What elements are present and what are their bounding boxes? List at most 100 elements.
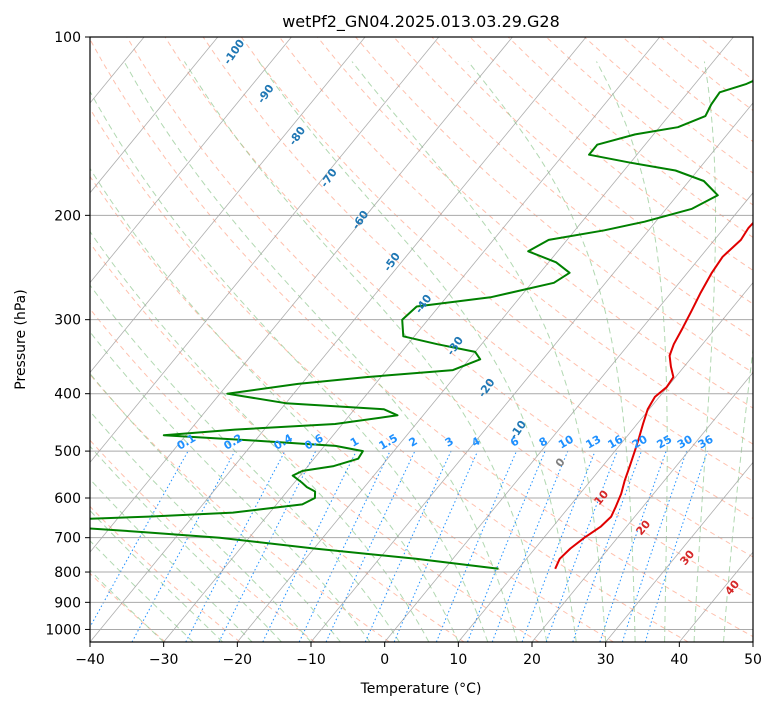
mixing-ratio-line: [364, 450, 452, 642]
moist-adiabat-label: 0: [553, 455, 568, 469]
moist-adiabat: [467, 61, 636, 642]
mixing-ratio-label: 36: [696, 432, 716, 451]
moist-adiabat: [90, 90, 489, 642]
mixing-ratio-label: 16: [606, 432, 626, 451]
x-tick-label: 0: [380, 652, 389, 668]
x-tick-label: 20: [523, 652, 541, 668]
dry-adiabat: [90, 572, 166, 642]
x-tick-label: 10: [449, 652, 467, 668]
dry-adiabat: [431, 37, 753, 305]
mixing-ratio-label: 8: [537, 435, 550, 450]
y-tick-label: 1000: [45, 622, 81, 638]
mixing-ratio-line: [572, 450, 642, 642]
moist-adiabat: [90, 372, 341, 642]
isotherm: [90, 37, 219, 194]
y-tick-label: 900: [54, 595, 81, 611]
dry-adiabat-label: -60: [349, 208, 371, 232]
mixing-ratio-line: [393, 450, 479, 642]
dry-adiabat: [90, 107, 689, 642]
dry-adiabat: [90, 373, 390, 642]
x-tick-label: −30: [149, 652, 179, 668]
moist-adiabat-label: 10: [591, 487, 611, 507]
x-tick-label: −40: [75, 652, 105, 668]
moist-adiabat: [90, 410, 312, 642]
mixing-ratio-label: 2: [407, 435, 420, 450]
mixing-ratio-label: 3: [443, 435, 456, 450]
mixing-ratio-line: [521, 450, 596, 642]
mixing-ratio-label: 30: [675, 432, 695, 451]
isotherm: [163, 37, 661, 642]
mixing-ratio-label: 0.4: [271, 431, 295, 452]
temperature-profile-line: [554, 221, 753, 570]
dry-adiabat: [90, 242, 540, 642]
dry-adiabat: [698, 37, 753, 81]
moist-adiabat: [183, 61, 548, 642]
dry-adiabat: [90, 38, 753, 638]
moist-adiabat: [90, 445, 282, 642]
moist-adiabat: [90, 331, 371, 642]
x-tick-label: 50: [744, 652, 762, 668]
dry-adiabat: [202, 37, 753, 520]
mixing-ratio-line: [298, 450, 391, 642]
mixing-ratio-line: [262, 450, 357, 642]
isotherm: [531, 371, 753, 642]
y-tick-label: 100: [54, 30, 81, 46]
chart-title: wetPf2_GN04.2025.013.03.29.G28: [282, 12, 560, 32]
moist-adiabat: [90, 540, 194, 642]
dry-adiabat: [90, 505, 241, 642]
dry-adiabat-label: -40: [412, 292, 434, 316]
dry-adiabat-label: -100: [221, 37, 248, 67]
mixing-ratio-line: [491, 450, 569, 642]
plot-frame: [89, 36, 754, 643]
dry-adiabat: [355, 37, 753, 374]
x-axis-label: Temperature (°C): [360, 681, 482, 697]
isotherm: [0, 37, 70, 642]
moist-adiabat: [90, 509, 223, 642]
moist-adiabat: [90, 569, 165, 642]
mixing-ratio-label: 13: [583, 433, 603, 452]
isotherm: [90, 37, 366, 374]
y-tick-label: 200: [54, 208, 81, 224]
mixing-ratio-line: [131, 450, 236, 642]
moist-adiabat: [90, 284, 400, 642]
isotherm: [458, 282, 753, 642]
mixing-ratio-line: [90, 450, 189, 629]
y-tick-label: 400: [54, 387, 81, 403]
y-tick-label: 800: [54, 565, 81, 581]
moist-adiabat: [90, 167, 459, 642]
x-tick-label: −20: [223, 652, 253, 668]
isotherm: [90, 37, 513, 553]
mixing-ratio-line: [467, 450, 546, 642]
mixing-ratio-line: [644, 450, 708, 642]
dry-adiabat-label: -80: [286, 124, 308, 148]
moist-adiabat: [90, 230, 430, 642]
mixing-ratio-line: [185, 450, 286, 642]
y-tick-label: 600: [54, 491, 81, 507]
dry-adiabat-label: -50: [381, 250, 403, 274]
x-tick-label: 30: [597, 652, 615, 668]
mixing-ratio-label: 4: [469, 434, 482, 449]
y-tick-label: 700: [54, 531, 81, 547]
mixing-ratio-line: [621, 450, 688, 642]
mixing-ratio-line: [435, 450, 517, 642]
moist-adiabat: [723, 345, 753, 642]
mixing-ratio-label: 0.2: [221, 432, 244, 453]
mixing-ratio-label: 0.6: [302, 431, 326, 452]
moist-adiabat: [693, 61, 716, 642]
dry-adiabat: [90, 175, 614, 642]
isotherm: [679, 551, 753, 642]
x-tick-label: −10: [296, 652, 326, 668]
isotherm: [384, 192, 753, 642]
mixing-ratio-label: 1.5: [377, 432, 400, 453]
moist-adiabat: [123, 61, 518, 642]
dry-adiabat: [164, 37, 753, 558]
mixing-ratio-label: 20: [630, 432, 650, 451]
mixing-ratio-label: 1: [348, 435, 361, 450]
dry-adiabat: [90, 308, 465, 642]
dewpoint-profile-line: [90, 79, 753, 570]
mixing-ratio-line: [545, 450, 618, 642]
dry-adiabat: [507, 37, 753, 239]
mixing-ratio-line: [599, 450, 667, 642]
y-tick-label: 300: [54, 313, 81, 329]
